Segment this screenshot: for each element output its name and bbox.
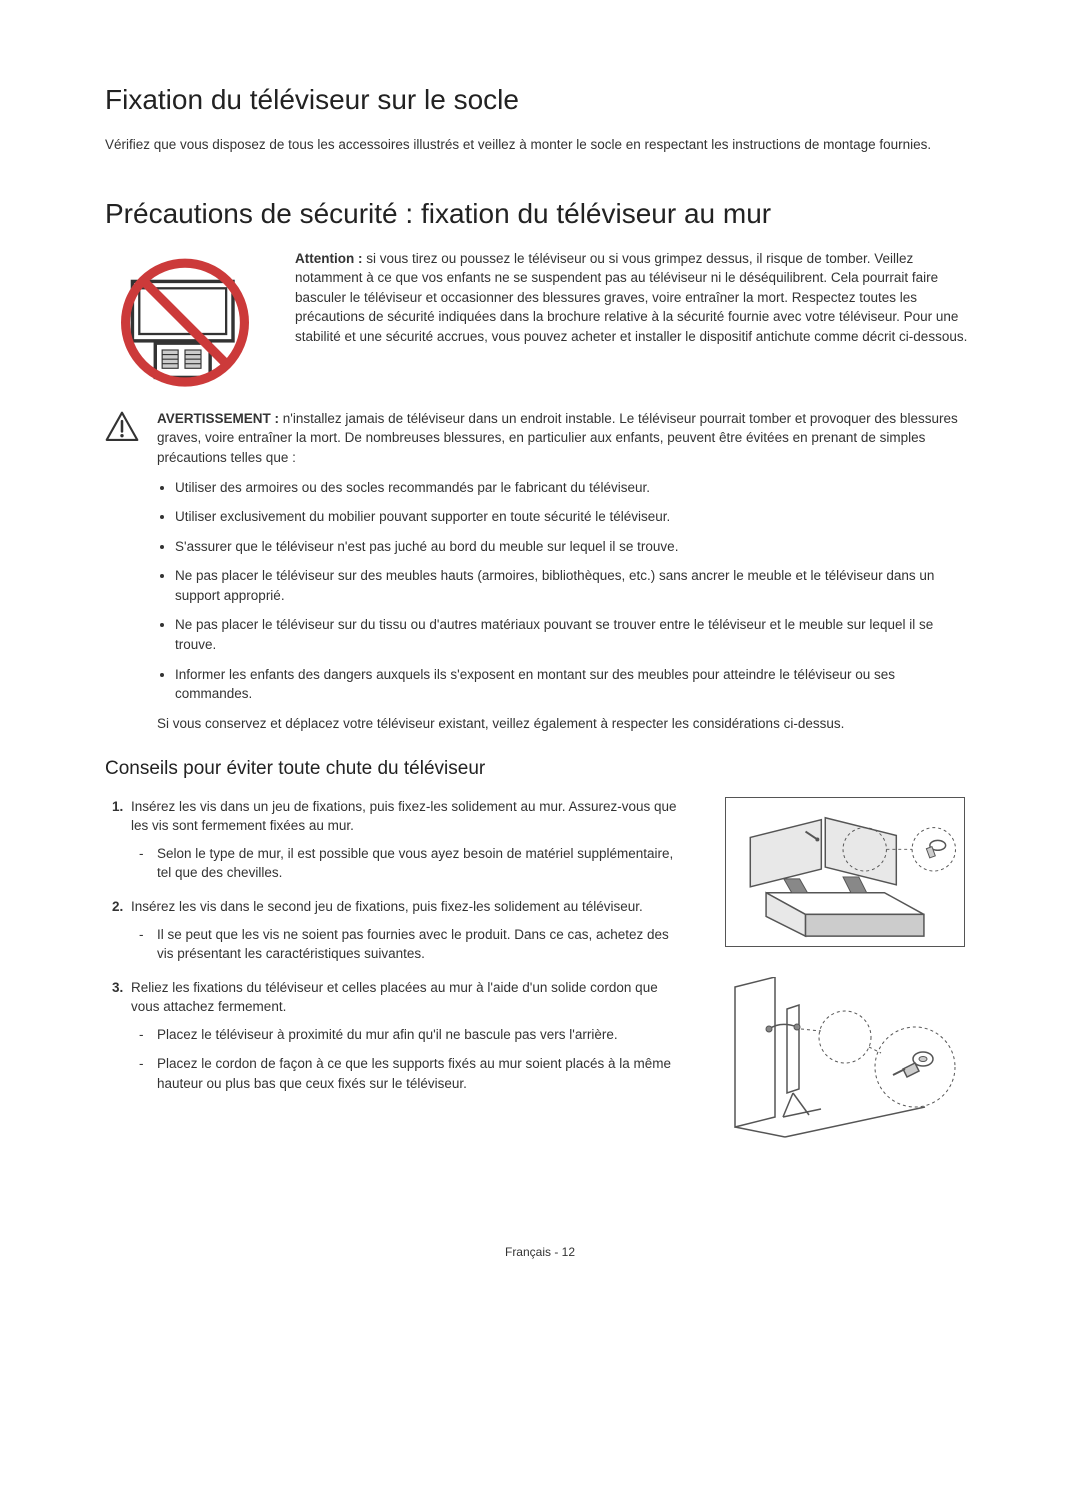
step-text: Insérez les vis dans le second jeu de fi… (131, 899, 643, 914)
avertissement-block: AVERTISSEMENT : n'installez jamais de té… (157, 409, 975, 733)
section3-title: Conseils pour éviter toute chute du télé… (105, 755, 975, 783)
step-text: Reliez les fixations du téléviseur et ce… (131, 980, 658, 1015)
precaution-item: S'assurer que le téléviseur n'est pas ju… (175, 537, 975, 557)
precautions-list: Utiliser des armoires ou des socles reco… (157, 478, 975, 704)
wall-anchor-diagram (725, 797, 965, 947)
tether-diagram (725, 977, 965, 1154)
step-sub: Placez le cordon de façon à ce que les s… (139, 1054, 685, 1093)
attention-paragraph: Attention : si vous tirez ou poussez le … (295, 249, 975, 347)
page-footer: Français - 12 (105, 1244, 975, 1261)
step-item: Insérez les vis dans un jeu de fixations… (127, 797, 685, 883)
step-item: Reliez les fixations du téléviseur et ce… (127, 978, 685, 1094)
step-sub: Selon le type de mur, il est possible qu… (139, 844, 685, 883)
section1-intro: Vérifiez que vous disposez de tous les a… (105, 135, 975, 155)
step-sub: Placez le téléviseur à proximité du mur … (139, 1025, 685, 1045)
precaution-item: Informer les enfants des dangers auxquel… (175, 665, 975, 704)
precaution-item: Ne pas placer le téléviseur sur des meub… (175, 566, 975, 605)
avert-label: AVERTISSEMENT : (157, 411, 279, 426)
attention-label: Attention : (295, 251, 362, 266)
closing-note: Si vous conservez et déplacez votre télé… (157, 714, 975, 734)
precaution-item: Utiliser exclusivement du mobilier pouva… (175, 507, 975, 527)
attention-body: si vous tirez ou poussez le téléviseur o… (295, 251, 967, 344)
precaution-item: Utiliser des armoires ou des socles reco… (175, 478, 975, 498)
section2-title: Précautions de sécurité : fixation du té… (105, 194, 975, 235)
precaution-item: Ne pas placer le téléviseur sur du tissu… (175, 615, 975, 654)
step-item: Insérez les vis dans le second jeu de fi… (127, 897, 685, 964)
step-sub: Il se peut que les vis ne soient pas fou… (139, 925, 685, 964)
warning-triangle-icon (105, 409, 139, 449)
section1-title: Fixation du téléviseur sur le socle (105, 80, 975, 121)
step-text: Insérez les vis dans un jeu de fixations… (131, 799, 677, 834)
steps-list: Insérez les vis dans un jeu de fixations… (105, 797, 685, 1094)
no-pull-tv-icon (105, 249, 265, 391)
